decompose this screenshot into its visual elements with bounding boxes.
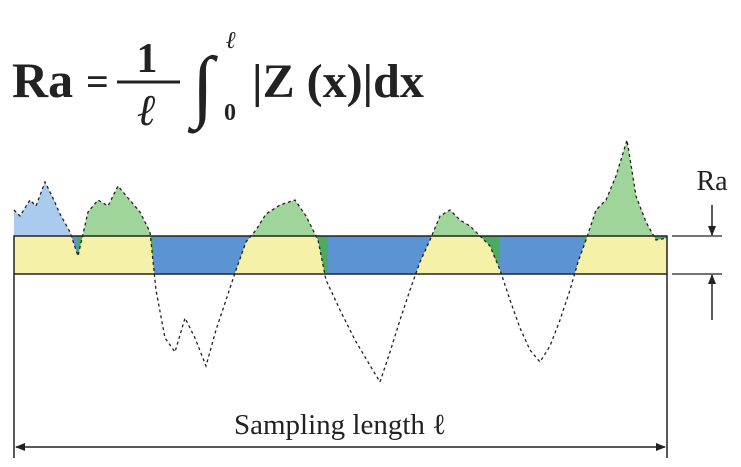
sampling-length-label: Sampling length ℓ: [234, 409, 446, 441]
formula-denominator: ℓ: [138, 86, 157, 135]
profile-peak-fill: [583, 140, 667, 236]
profile-peak-fill: [328, 140, 431, 236]
profile-valley-fill: [153, 236, 251, 274]
roughness-profile: [13, 139, 668, 384]
formula-integral: ∫: [187, 42, 219, 134]
profile-peak-fill: [251, 140, 328, 236]
formula-equals: =: [86, 59, 109, 104]
profile-valley-fill: [328, 236, 431, 274]
formula-numerator: 1: [137, 36, 158, 82]
formula-integrand: |Z (x)|dx: [252, 55, 424, 108]
formula-lhs: Ra: [12, 52, 73, 108]
profile-peak-fill: [14, 140, 77, 236]
formula-upper-limit: ℓ: [226, 28, 236, 54]
profile-peak-fill: [500, 140, 583, 236]
profile-valley-fill: [500, 236, 583, 274]
profile-peak-fill: [431, 140, 500, 236]
band-outline: [13, 235, 668, 275]
profile-fills: [14, 140, 667, 274]
formula-lower-limit: 0: [224, 100, 236, 126]
ra-label: Ra: [696, 166, 728, 197]
